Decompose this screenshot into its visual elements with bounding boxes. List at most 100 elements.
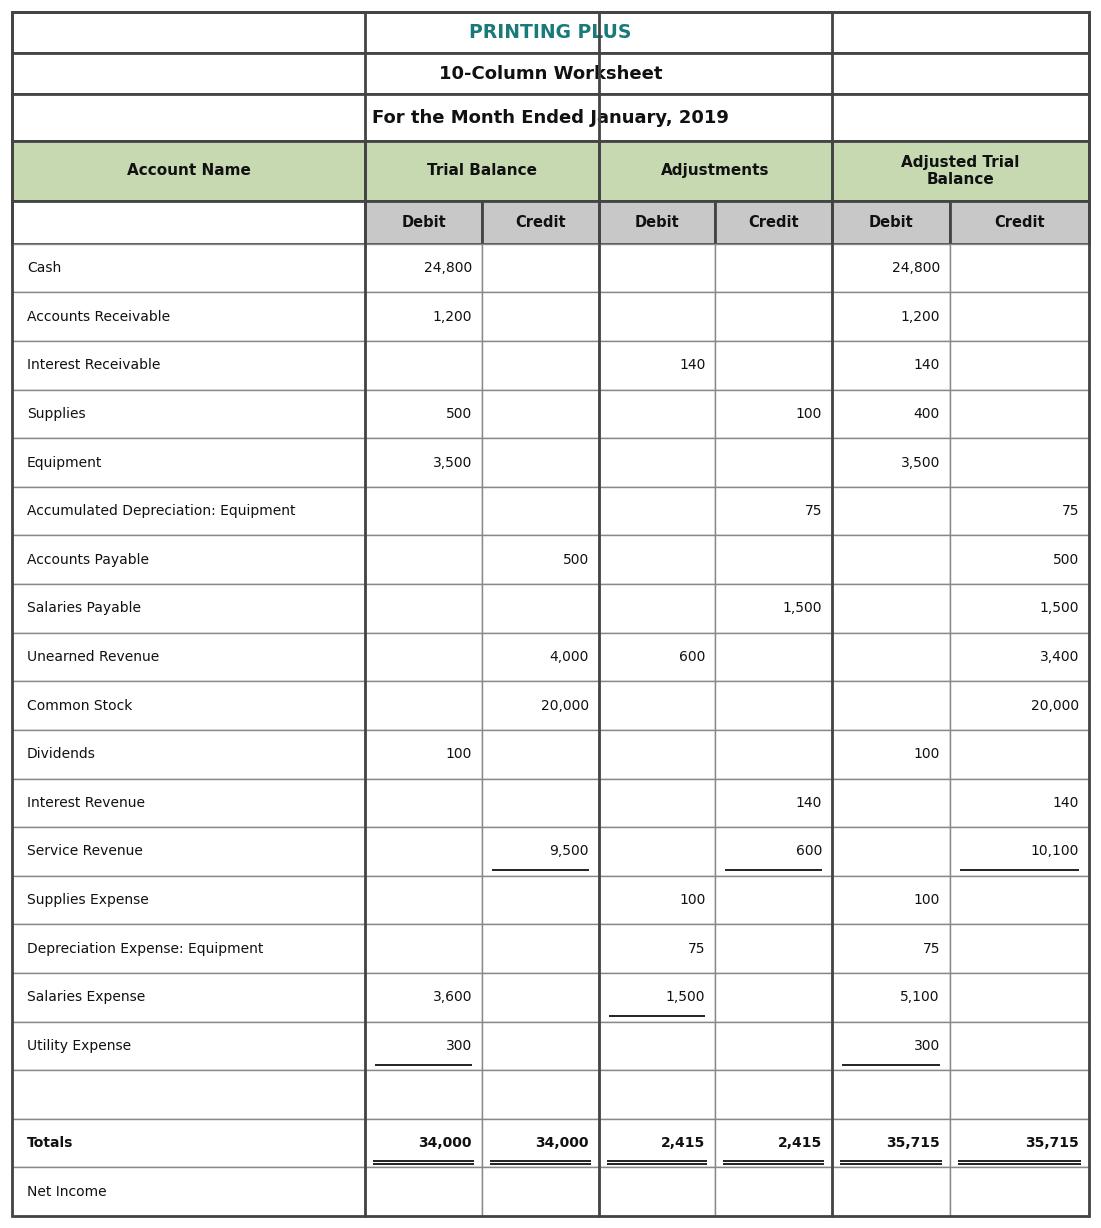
Bar xyxy=(832,438,950,486)
Bar xyxy=(950,389,1089,438)
Text: 1,500: 1,500 xyxy=(1039,602,1079,615)
Bar xyxy=(716,201,832,244)
Bar xyxy=(366,1022,482,1070)
Bar xyxy=(12,1168,366,1216)
Bar xyxy=(950,973,1089,1022)
Bar xyxy=(366,201,482,244)
Bar xyxy=(366,828,482,876)
Bar xyxy=(482,876,599,925)
Bar xyxy=(832,729,950,779)
Bar xyxy=(482,729,599,779)
Bar xyxy=(482,682,599,729)
Bar xyxy=(482,585,599,632)
Bar xyxy=(716,925,832,973)
Bar xyxy=(12,292,366,341)
Bar xyxy=(482,1119,599,1168)
Text: Credit: Credit xyxy=(749,215,799,230)
Bar xyxy=(716,729,832,779)
Bar xyxy=(12,95,1089,141)
Text: 35,715: 35,715 xyxy=(1025,1136,1079,1151)
Bar xyxy=(482,973,599,1022)
Text: Credit: Credit xyxy=(994,215,1045,230)
Text: Salaries Payable: Salaries Payable xyxy=(28,602,141,615)
Bar xyxy=(366,779,482,828)
Bar xyxy=(366,632,482,682)
Text: 100: 100 xyxy=(679,893,706,907)
Bar xyxy=(599,828,716,876)
Bar xyxy=(950,244,1089,292)
Bar xyxy=(599,876,716,925)
Bar xyxy=(950,201,1089,244)
Bar xyxy=(599,438,716,486)
Bar xyxy=(716,1168,832,1216)
Bar xyxy=(832,292,950,341)
Bar xyxy=(366,341,482,389)
Text: Equipment: Equipment xyxy=(28,456,102,469)
Bar xyxy=(599,389,716,438)
Text: Depreciation Expense: Equipment: Depreciation Expense: Equipment xyxy=(28,942,263,955)
Text: Dividends: Dividends xyxy=(28,747,96,761)
Bar xyxy=(482,486,599,535)
Bar xyxy=(716,341,832,389)
Text: 100: 100 xyxy=(914,747,940,761)
Text: 75: 75 xyxy=(688,942,706,955)
Bar xyxy=(366,876,482,925)
Text: Adjusted Trial
Balance: Adjusted Trial Balance xyxy=(902,155,1020,187)
Bar xyxy=(482,292,599,341)
Bar xyxy=(950,1168,1089,1216)
Text: Debit: Debit xyxy=(634,215,679,230)
Bar xyxy=(716,876,832,925)
Bar xyxy=(716,1022,832,1070)
Bar xyxy=(716,1070,832,1119)
Bar xyxy=(12,1070,366,1119)
Text: 500: 500 xyxy=(563,553,589,567)
Bar xyxy=(366,292,482,341)
Bar xyxy=(950,729,1089,779)
Text: 140: 140 xyxy=(914,359,940,372)
Bar xyxy=(832,341,950,389)
Bar xyxy=(12,201,366,244)
Text: Accounts Receivable: Accounts Receivable xyxy=(28,309,171,324)
Bar xyxy=(950,438,1089,486)
Bar xyxy=(12,1022,366,1070)
Text: 35,715: 35,715 xyxy=(886,1136,940,1151)
Bar xyxy=(12,535,366,585)
Text: Utility Expense: Utility Expense xyxy=(28,1039,131,1052)
Bar xyxy=(716,682,832,729)
Bar xyxy=(12,779,366,828)
Bar xyxy=(599,1119,716,1168)
Bar xyxy=(366,729,482,779)
Text: 4,000: 4,000 xyxy=(549,650,589,664)
Bar xyxy=(366,141,599,201)
Bar xyxy=(12,585,366,632)
Text: 1,500: 1,500 xyxy=(783,602,822,615)
Text: 3,500: 3,500 xyxy=(433,456,472,469)
Bar xyxy=(832,486,950,535)
Bar xyxy=(12,389,366,438)
Text: 75: 75 xyxy=(923,942,940,955)
Text: Accumulated Depreciation: Equipment: Accumulated Depreciation: Equipment xyxy=(28,505,295,518)
Text: 2,415: 2,415 xyxy=(662,1136,706,1151)
Bar xyxy=(716,779,832,828)
Bar xyxy=(482,341,599,389)
Bar xyxy=(716,973,832,1022)
Bar xyxy=(482,925,599,973)
Bar xyxy=(366,682,482,729)
Bar xyxy=(950,535,1089,585)
Bar xyxy=(12,438,366,486)
Text: 1,200: 1,200 xyxy=(433,309,472,324)
Text: Trial Balance: Trial Balance xyxy=(427,163,537,178)
Text: 300: 300 xyxy=(446,1039,472,1052)
Bar xyxy=(950,632,1089,682)
Text: 100: 100 xyxy=(446,747,472,761)
Bar xyxy=(482,1070,599,1119)
Bar xyxy=(599,925,716,973)
Bar xyxy=(832,632,950,682)
Text: Common Stock: Common Stock xyxy=(28,699,132,712)
Bar xyxy=(366,1168,482,1216)
Bar xyxy=(482,535,599,585)
Text: 100: 100 xyxy=(796,406,822,421)
Text: Net Income: Net Income xyxy=(28,1185,107,1199)
Bar xyxy=(950,779,1089,828)
Bar xyxy=(950,1022,1089,1070)
